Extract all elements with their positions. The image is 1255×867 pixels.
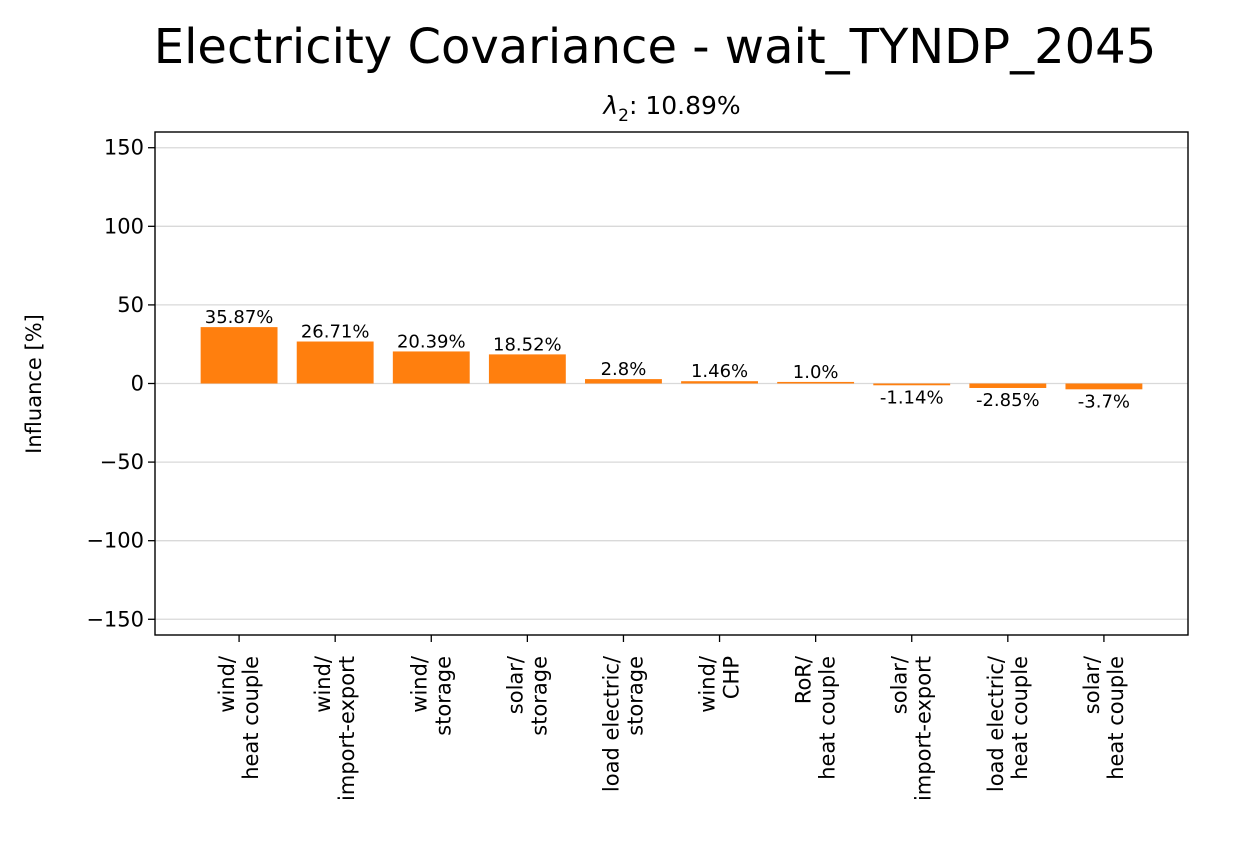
bar (392, 351, 470, 384)
x-tick-label: heat couple (1104, 656, 1128, 780)
x-tick-label: storage (527, 656, 551, 736)
data-label: 35.87% (205, 307, 274, 328)
bar (296, 341, 374, 384)
x-tick-label: solar/ (1080, 655, 1104, 714)
y-tick-label: 0 (131, 372, 144, 396)
y-tick-label: −50 (100, 450, 144, 474)
data-labels: 35.87% 26.71% 20.39% 18.52% 2.8% 1.46% 1.0% -1.… (205, 307, 1130, 412)
x-tick-label: storage (431, 656, 455, 736)
bar (585, 379, 662, 384)
x-tick-label: solar/ (503, 655, 527, 714)
y-tick-label: −150 (86, 607, 144, 631)
x-tick-label: solar/ (888, 655, 912, 714)
subtitle-lambda: λ (601, 91, 618, 120)
x-tick-label: wind/ (311, 655, 335, 713)
y-tick-label: −100 (86, 529, 144, 553)
x-tick-label: load electric/ (984, 655, 1008, 792)
bar (1065, 383, 1143, 390)
bars (200, 327, 1143, 390)
x-tick-label: heat couple (1008, 656, 1032, 780)
data-label: -3.7% (1078, 391, 1130, 412)
chart-subtitle: λ2: 10.89% (601, 91, 740, 126)
data-label: -2.85% (976, 390, 1040, 411)
y-tick-label: 150 (104, 136, 144, 160)
x-tick-label: CHP (720, 656, 744, 699)
data-label: -1.14% (880, 387, 944, 408)
x-tick-label: heat couple (239, 656, 263, 780)
y-tick-label: 100 (104, 214, 144, 238)
y-axis: 150 100 50 0 −50 −100 −150 (86, 136, 155, 631)
data-label: 26.71% (301, 322, 370, 343)
y-axis-label: Influance [%] (22, 314, 46, 454)
data-label: 1.0% (793, 362, 839, 383)
data-label: 20.39% (397, 331, 466, 352)
x-tick-label: import-export (912, 656, 936, 801)
x-tick-label: heat couple (816, 656, 840, 780)
x-tick-label: storage (623, 656, 647, 736)
chart-title: Electricity Covariance - wait_TYNDP_2045 (154, 19, 1157, 75)
bar (969, 383, 1047, 388)
x-tick-label: wind/ (215, 655, 239, 713)
y-tick-label: 50 (117, 293, 144, 317)
x-axis: wind/heat couple wind/import-export wind/s… (215, 635, 1128, 801)
subtitle-value: : 10.89% (629, 91, 741, 120)
data-label: 2.8% (601, 359, 647, 380)
bar (681, 381, 758, 384)
x-tick-label: load electric/ (599, 655, 623, 792)
bar (777, 381, 855, 384)
subtitle-subscript: 2 (618, 106, 629, 126)
bar (873, 383, 951, 386)
data-label: 18.52% (493, 334, 562, 355)
bar (488, 354, 566, 384)
bar (200, 327, 278, 384)
x-tick-label: wind/ (696, 655, 720, 713)
x-tick-label: RoR/ (792, 655, 816, 704)
x-tick-label: wind/ (407, 655, 431, 713)
data-label: 1.46% (691, 361, 748, 382)
x-tick-label: import-export (335, 656, 359, 801)
